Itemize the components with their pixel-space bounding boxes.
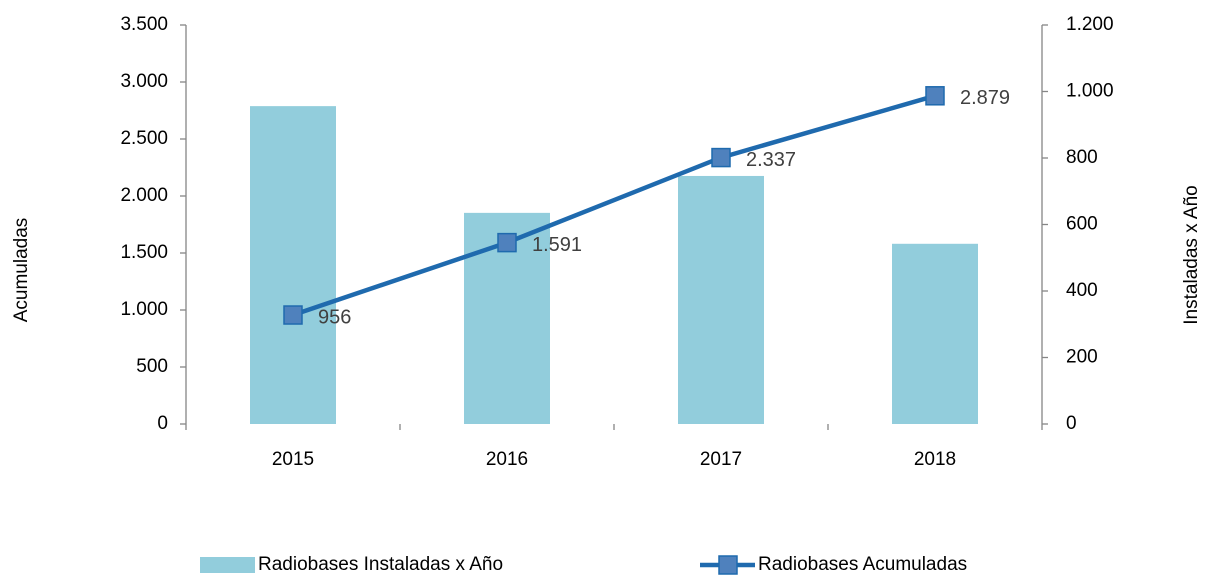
y-tick-label: 3.500 (120, 14, 168, 35)
data-label: 1.591 (532, 234, 582, 256)
x-tick-label: 2016 (486, 449, 528, 470)
y-tick-label: 1.500 (120, 242, 168, 263)
legend-marker (718, 555, 738, 575)
y-tick-label: 1.000 (120, 299, 168, 320)
x-tick-label: 2015 (272, 449, 314, 470)
y2-tick-label: 1.000 (1066, 81, 1114, 102)
line-marker (711, 147, 731, 168)
y2-tick-label: 200 (1066, 347, 1098, 368)
legend-label: Radiobases Acumuladas (758, 554, 967, 575)
y2-tick-label: 800 (1066, 147, 1098, 168)
bar (250, 106, 336, 424)
line (292, 93, 936, 318)
line-marker (925, 86, 945, 106)
y-tick-label: 2.500 (120, 128, 168, 149)
legend-swatch (200, 557, 255, 573)
data-label: 2.879 (960, 87, 1010, 109)
data-label: 2.337 (746, 149, 796, 171)
y2-tick-label: 400 (1066, 280, 1098, 301)
x-tick-label: 2018 (914, 449, 956, 470)
bar (678, 175, 764, 424)
y2-tick-label: 0 (1066, 413, 1077, 434)
y-tick-label: 0 (157, 413, 168, 434)
legend-label: Radiobases Instaladas x Año (258, 554, 503, 575)
y2-axis-title: Instaladas x Año (1181, 185, 1202, 324)
y-tick-label: 500 (136, 356, 168, 377)
y-tick-label: 3.000 (120, 71, 168, 92)
line-marker (497, 232, 517, 253)
y-tick-label: 2.000 (120, 185, 168, 206)
line-marker (283, 305, 303, 325)
x-tick-label: 2017 (700, 449, 742, 470)
y2-tick-label: 1.200 (1066, 14, 1114, 35)
y-axis-title: Acumuladas (11, 218, 32, 323)
data-label: 956 (318, 306, 351, 328)
y2-tick-label: 600 (1066, 214, 1098, 235)
bar (892, 243, 978, 424)
